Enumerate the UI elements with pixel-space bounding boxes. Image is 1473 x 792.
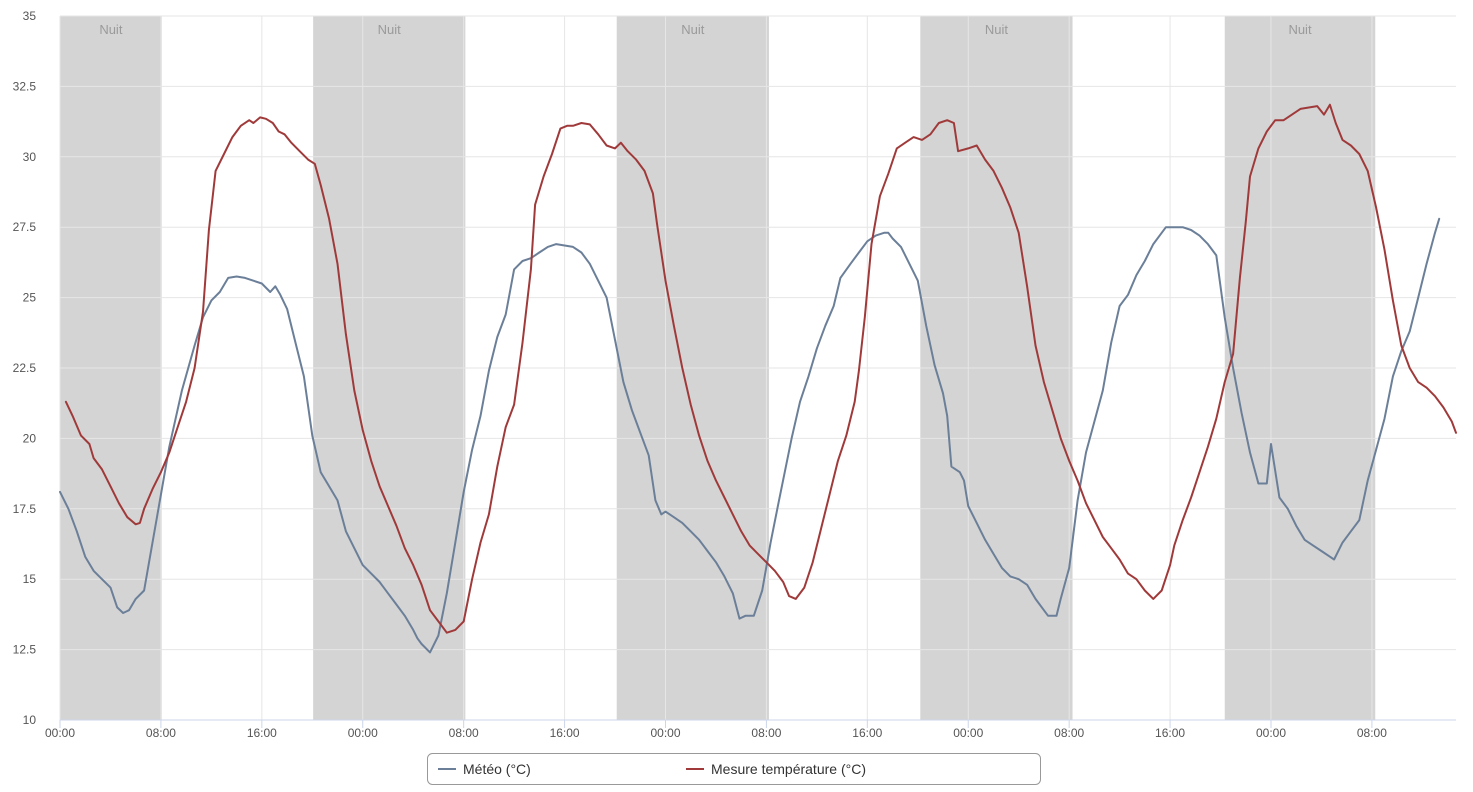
x-tick-label: 00:00 <box>953 726 983 740</box>
x-tick-label: 08:00 <box>146 726 176 740</box>
grid-lines <box>59 15 1456 721</box>
y-tick-label: 10 <box>23 713 37 727</box>
legend-label: Météo (°C) <box>463 761 531 777</box>
y-tick-label: 32.5 <box>13 79 37 93</box>
x-tick-label: 08:00 <box>1054 726 1084 740</box>
series-line-meteo <box>59 217 1441 654</box>
legend-item[interactable]: Météo (°C) <box>438 761 531 777</box>
x-tick-label: 16:00 <box>550 726 580 740</box>
x-tick-label: 00:00 <box>348 726 378 740</box>
legend-box <box>427 753 1041 785</box>
x-tick-label: 16:00 <box>852 726 882 740</box>
x-tick-label: 08:00 <box>1357 726 1387 740</box>
night-band-label: Nuit <box>1288 22 1312 37</box>
x-tick-label: 08:00 <box>751 726 781 740</box>
y-tick-label: 22.5 <box>13 361 37 375</box>
x-tick-label: 00:00 <box>1256 726 1286 740</box>
legend-item[interactable]: Mesure température (°C) <box>686 761 866 777</box>
y-tick-label: 12.5 <box>13 643 37 657</box>
series-lines <box>59 103 1457 654</box>
x-tick-label: 00:00 <box>45 726 75 740</box>
x-tick-label: 00:00 <box>650 726 680 740</box>
night-band-label: Nuit <box>985 22 1009 37</box>
night-band-label: Nuit <box>378 22 402 37</box>
y-tick-label: 25 <box>23 291 37 305</box>
y-tick-label: 30 <box>23 150 37 164</box>
axes: 10 12.5 15 17.5 20 22.5 25 27.5 30 32.5 35 00:00 08:… <box>13 9 1456 740</box>
y-tick-label: 35 <box>23 9 37 23</box>
series-line-mesure <box>64 103 1457 634</box>
y-tick-label: 20 <box>23 431 37 445</box>
y-tick-label: 17.5 <box>13 502 37 516</box>
legend-label: Mesure température (°C) <box>711 761 866 777</box>
x-tick-label: 16:00 <box>247 726 277 740</box>
x-tick-label: 08:00 <box>449 726 479 740</box>
x-tick-label: 16:00 <box>1155 726 1185 740</box>
legend: Météo (°C) Mesure température (°C) <box>427 753 1041 785</box>
y-tick-label: 27.5 <box>13 220 37 234</box>
night-band-label: Nuit <box>99 22 123 37</box>
y-tick-label: 15 <box>23 572 37 586</box>
night-band-label: Nuit <box>681 22 705 37</box>
